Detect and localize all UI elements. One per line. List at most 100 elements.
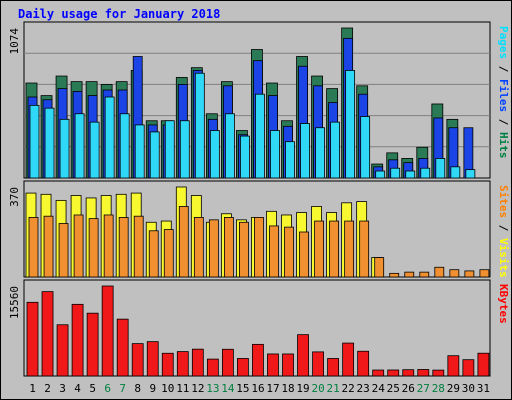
- bottom-kbytes-bar: [101, 285, 114, 377]
- x-axis-day-labels: 1 2 3 4 5 6 7 8 9 10 11 12 13 14 15 16 17 18 19 20 21 22 23 24 2…: [29, 382, 490, 395]
- bottom-kbytes-bar: [41, 291, 54, 377]
- x-tick-label: 6: [104, 382, 111, 395]
- top-pages-bar: [164, 120, 175, 179]
- x-tick-label: 2: [44, 382, 51, 395]
- bottom-kbytes-bar: [86, 312, 99, 377]
- middle-max-label: 370: [8, 187, 21, 207]
- bottom-kbytes-bar: [297, 334, 309, 377]
- top-pages-bar: [29, 104, 40, 179]
- middle-sites-bar: [284, 226, 294, 278]
- bottom-kbytes-bar: [312, 351, 324, 377]
- top-pages-bar: [224, 113, 235, 179]
- top-pages-bar: [119, 113, 130, 179]
- x-tick-label: 19: [296, 382, 309, 395]
- middle-sites-bar: [43, 215, 54, 278]
- middle-sites-bar: [254, 217, 264, 278]
- x-tick-label: 3: [59, 382, 66, 395]
- bottom-kbytes-bar: [342, 342, 355, 377]
- middle-sites-bar: [464, 270, 475, 278]
- bottom-kbytes-bar: [161, 352, 174, 377]
- top-pages-bar: [300, 123, 310, 179]
- bottom-kbytes-bar: [56, 324, 69, 377]
- top-pages-bar: [420, 167, 431, 179]
- top-pages-bar: [405, 170, 416, 179]
- middle-sites-bar: [208, 219, 219, 278]
- top-pages-bar: [59, 118, 70, 179]
- middle-sites-bar: [329, 220, 340, 278]
- middle-sites-bar: [223, 217, 234, 278]
- top-pages-bar: [255, 93, 265, 179]
- middle-sites-bar: [359, 220, 370, 278]
- middle-sites-bar: [103, 214, 114, 278]
- middle-sites-bar: [269, 225, 279, 278]
- x-tick-label: 12: [191, 382, 204, 395]
- top-pages-bar: [134, 124, 145, 179]
- top-pages-bar: [104, 96, 115, 179]
- bottom-kbytes-bar: [462, 359, 475, 377]
- middle-panel: 370 Sites / Visits: [8, 180, 510, 278]
- legend-slash-text: /: [497, 218, 510, 238]
- x-tick-label: 7: [119, 382, 126, 395]
- bottom-kbytes-bar: [417, 369, 430, 377]
- x-tick-label: 21: [326, 382, 339, 395]
- middle-sites-bar: [374, 257, 385, 278]
- x-tick-label: 10: [161, 382, 174, 395]
- x-tick-label: 26: [402, 382, 415, 395]
- legend-pages-text: Pages: [497, 26, 510, 59]
- bottom-kbytes-bar: [191, 348, 204, 377]
- chart-title: Daily usage for January 2018: [18, 7, 220, 21]
- x-tick-label: 18: [281, 382, 294, 395]
- top-pages-bar: [375, 170, 386, 179]
- x-tick-label: 15: [236, 382, 249, 395]
- bottom-kbytes-bar: [387, 369, 400, 377]
- chart-panels: 1074 Pages / Files / Hits 370 Sites / Visit…: [8, 21, 510, 377]
- middle-sites-bar: [73, 214, 84, 278]
- bottom-kbytes-bar: [71, 303, 84, 377]
- top-pages-bar: [330, 121, 341, 179]
- bottom-kbytes-bar: [267, 353, 279, 377]
- middle-sites-bar: [344, 220, 355, 278]
- bottom-kbytes-bar: [116, 318, 129, 377]
- x-tick-label: 4: [74, 382, 81, 395]
- top-legend-label: Pages / Files / Hits: [497, 26, 510, 159]
- middle-sites-bar: [404, 271, 415, 278]
- top-pages-bar: [285, 141, 295, 179]
- x-tick-label: 20: [311, 382, 324, 395]
- legend-files-text: Files: [497, 79, 510, 112]
- top-max-label: 1074: [8, 28, 21, 55]
- middle-legend-label: Sites / Visits: [497, 185, 510, 278]
- top-pages-bar: [270, 130, 280, 179]
- bottom-kbytes-bar: [206, 358, 219, 377]
- middle-sites-bar: [389, 272, 400, 278]
- legend-kbytes-text: KBytes: [497, 284, 510, 324]
- middle-sites-bar: [58, 223, 69, 278]
- top-pages-bar: [74, 113, 85, 179]
- x-tick-label: 14: [221, 382, 235, 395]
- top-pages-bar: [179, 120, 190, 179]
- middle-sites-bar: [314, 220, 324, 278]
- x-tick-label: 29: [447, 382, 460, 395]
- bottom-panel: 15560 KBytes: [8, 279, 510, 377]
- x-tick-label: 31: [477, 382, 490, 395]
- x-tick-label: 23: [357, 382, 370, 395]
- x-tick-label: 17: [266, 382, 279, 395]
- bottom-kbytes-bar: [447, 355, 460, 377]
- legend-slash-text: /: [497, 112, 510, 132]
- x-tick-label: 5: [89, 382, 96, 395]
- top-pages-bar: [194, 72, 205, 179]
- middle-sites-bar: [163, 229, 174, 278]
- top-pages-bar: [345, 70, 356, 179]
- bottom-kbytes-bar: [26, 301, 39, 377]
- middle-sites-bar: [193, 217, 204, 278]
- x-tick-label: 28: [432, 382, 445, 395]
- top-pages-bar: [240, 135, 250, 179]
- x-tick-label: 22: [342, 382, 355, 395]
- legend-hits-text: Hits: [497, 132, 510, 159]
- top-pages-bar: [465, 169, 476, 179]
- bottom-kbytes-bar: [221, 348, 234, 377]
- bottom-kbytes-bar: [327, 358, 340, 377]
- bottom-legend-label: KBytes: [497, 284, 510, 324]
- top-pages-bar: [450, 166, 461, 179]
- top-pages-bar: [390, 167, 401, 179]
